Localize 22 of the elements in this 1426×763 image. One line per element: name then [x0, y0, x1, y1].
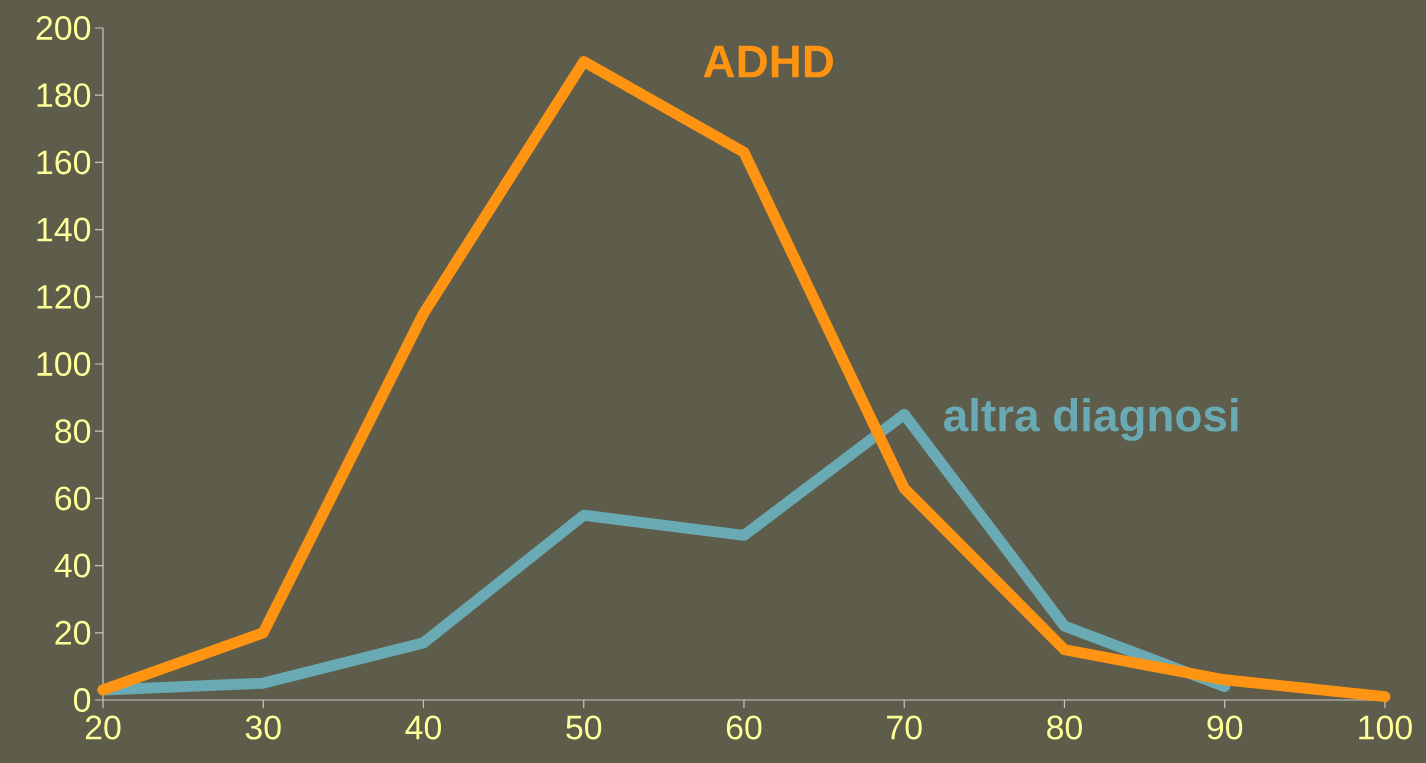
series-label: ADHD — [703, 45, 833, 78]
x-tick-label: 70 — [887, 715, 922, 740]
x-tick-label: 40 — [405, 715, 441, 740]
x-tick-label: 20 — [85, 715, 121, 740]
y-tick-label: 60 — [55, 486, 91, 511]
y-tick-label: 0 — [73, 688, 91, 712]
y-tick-label: 180 — [37, 83, 91, 108]
x-tick-label: 50 — [566, 715, 602, 740]
y-tick-label: 20 — [55, 620, 91, 645]
y-tick-label: 120 — [37, 284, 91, 309]
y-tick-label: 200 — [36, 15, 91, 40]
x-tick-label: 90 — [1207, 715, 1243, 740]
x-tick-label: 30 — [245, 715, 281, 740]
series-label: altra diagnosi — [944, 397, 1238, 441]
x-tick-label: 80 — [1047, 715, 1082, 740]
x-tick-label: 100 — [1359, 715, 1412, 740]
y-tick-label: 40 — [54, 553, 91, 578]
x-tick-label: 60 — [726, 715, 762, 740]
y-tick-label: 140 — [37, 217, 91, 242]
y-tick-label: 160 — [37, 150, 91, 175]
y-tick-label: 100 — [37, 352, 91, 376]
y-tick-label: 80 — [55, 419, 91, 444]
